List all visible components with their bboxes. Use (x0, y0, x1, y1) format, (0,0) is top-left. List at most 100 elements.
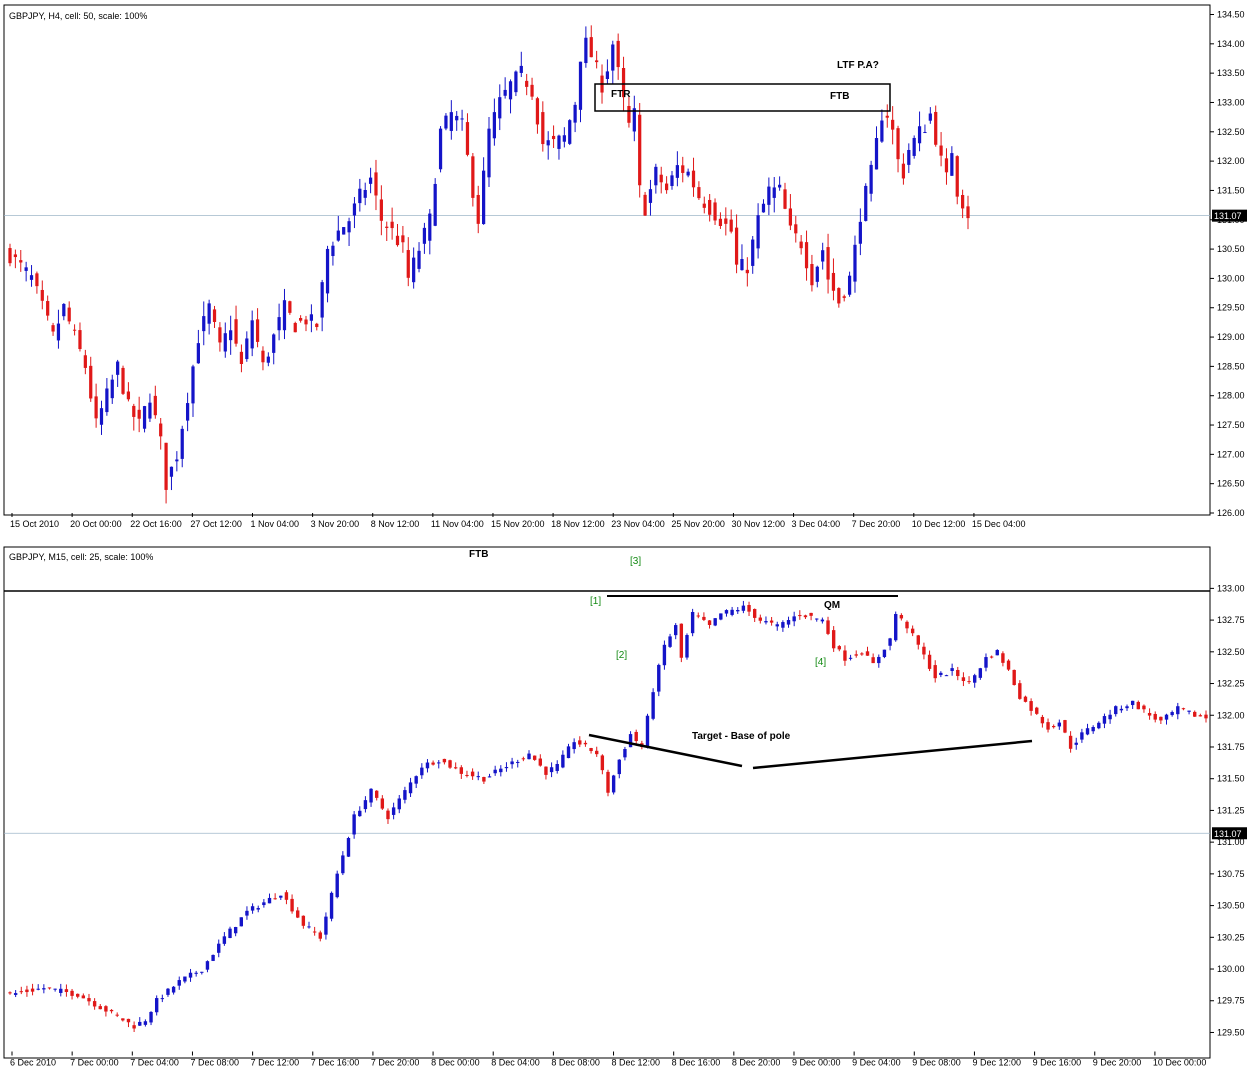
x-tick-label: 15 Oct 2010 (10, 519, 59, 529)
y-tick-label: 126.50 (1217, 479, 1245, 489)
candle-body (922, 646, 926, 655)
marker-4: [4] (815, 657, 826, 668)
candle-body (691, 170, 696, 188)
candle-body (290, 898, 294, 912)
candle-body (217, 943, 221, 953)
candle-body (272, 334, 276, 353)
candle-body (896, 128, 900, 160)
candle-body (984, 657, 988, 668)
candle-body (153, 395, 157, 416)
candle-body (1198, 715, 1203, 717)
candle-body (1029, 701, 1033, 711)
m15-candles (8, 600, 1208, 1032)
candle-body (245, 910, 249, 916)
candle-body (809, 612, 813, 616)
candle-body (503, 89, 507, 96)
candle-body (1147, 712, 1152, 716)
candle-body (803, 615, 808, 618)
candle-body (617, 759, 621, 775)
qm-label: QM (824, 600, 840, 611)
candle-body (164, 442, 168, 490)
candle-body (1068, 735, 1073, 749)
candle-body (471, 156, 475, 198)
candle-body (335, 873, 339, 898)
candle-body (758, 617, 763, 621)
y-tick-label: 128.50 (1217, 361, 1245, 371)
candle-body (453, 767, 458, 769)
x-tick-label: 27 Oct 12:00 (190, 519, 242, 529)
candle-body (713, 202, 717, 221)
candle-body (578, 740, 582, 745)
candle-body (336, 230, 340, 241)
candle-body (702, 616, 706, 620)
candle-body (555, 763, 559, 771)
candle-body (901, 163, 906, 179)
candle-body (510, 761, 514, 765)
candle-body (708, 199, 712, 215)
candle-body (724, 610, 729, 614)
x-tick-label: 8 Dec 20:00 (732, 1058, 781, 1068)
marker-1: [1] (590, 596, 601, 607)
candle-body (352, 203, 357, 216)
candle-body (516, 761, 520, 763)
candle-body (546, 140, 550, 146)
candle-body (408, 782, 413, 794)
candle-body (89, 365, 93, 399)
y-tick-label: 126.00 (1217, 508, 1245, 518)
candle-body (659, 174, 663, 183)
candle-body (288, 301, 292, 313)
candle-body (869, 164, 873, 194)
candle-body (459, 767, 464, 774)
candle-body (417, 250, 421, 269)
candle-body (304, 319, 308, 325)
candle-body (955, 156, 959, 197)
candle-body (907, 149, 911, 165)
h4-chart-panel[interactable]: GBPJPY, H4, cell: 50, scale: 100% 134.50… (3, 4, 1247, 529)
y-tick-label: 130.50 (1217, 901, 1245, 911)
candle-body (648, 189, 653, 203)
x-tick-label: 3 Nov 20:00 (311, 519, 360, 529)
y-tick-label: 133.50 (1217, 68, 1245, 78)
target-line-left (588, 733, 743, 768)
candle-body (668, 636, 672, 647)
candle-body (810, 264, 814, 286)
candle-body (910, 628, 915, 634)
y-tick-label: 132.25 (1217, 679, 1245, 689)
candle-body (1164, 714, 1169, 720)
x-tick-label: 7 Dec 08:00 (190, 1058, 239, 1068)
candle-body (939, 145, 943, 156)
candle-body (939, 672, 943, 675)
x-tick-label: 9 Dec 12:00 (972, 1058, 1021, 1068)
candle-body (266, 356, 270, 363)
candle-body (871, 657, 875, 664)
candle-body (72, 329, 77, 331)
candle-body (950, 668, 954, 671)
x-tick-label: 18 Nov 12:00 (551, 519, 605, 529)
candle-body (611, 44, 615, 71)
candle-body (1018, 683, 1022, 699)
y-tick-label: 131.75 (1217, 742, 1245, 752)
candle-body (239, 917, 243, 927)
candle-body (1085, 728, 1090, 735)
candle-body (794, 224, 798, 234)
candle-body (718, 218, 723, 226)
h4-info-label: GBPJPY, H4, cell: 50, scale: 100% (9, 11, 147, 21)
m15-chart-panel[interactable]: GBPJPY, M15, cell: 25, scale: 100% 133.0… (3, 546, 1247, 1068)
candle-body (662, 644, 667, 666)
ltf-pa-note: LTF P.A? (837, 60, 879, 71)
candle-body (1204, 714, 1208, 719)
candle-body (557, 135, 561, 149)
candle-body (234, 319, 238, 344)
x-tick-label: 25 Nov 20:00 (671, 519, 725, 529)
candle-body (729, 219, 733, 232)
candle-body (978, 668, 983, 678)
candle-body (616, 40, 620, 68)
x-tick-label: 30 Nov 12:00 (731, 519, 785, 529)
candle-body (414, 776, 418, 784)
candle-body (950, 153, 954, 176)
candle-body (324, 916, 328, 935)
candle-body (138, 1021, 142, 1026)
x-tick-label: 6 Dec 2010 (10, 1058, 56, 1068)
candle-body (1097, 722, 1101, 729)
